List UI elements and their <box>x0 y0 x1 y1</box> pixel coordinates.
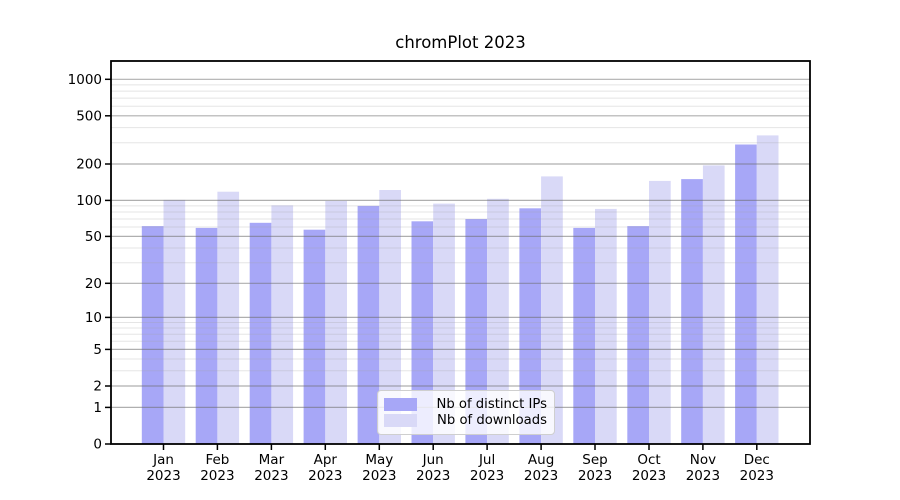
legend: Nb of distinct IPs Nb of downloads <box>377 390 555 435</box>
x-tick-label-month: Jul <box>478 452 495 468</box>
bar <box>325 200 347 444</box>
x-tick-label-year: 2023 <box>308 468 342 484</box>
bar <box>195 227 218 444</box>
x-tick-label-month: Sep <box>582 452 607 468</box>
bar <box>649 180 671 444</box>
plot-border <box>110 60 811 445</box>
x-tick-label-year: 2023 <box>200 468 234 484</box>
chart-title: chromPlot 2023 <box>395 33 526 52</box>
y-tick-label: 500 <box>76 109 102 125</box>
x-tick-label-month: Jun <box>422 452 444 468</box>
y-tick-label: 5 <box>93 342 102 358</box>
y-tick-label: 50 <box>85 229 102 245</box>
x-tick-label-month: Aug <box>528 452 554 468</box>
x-tick-label-year: 2023 <box>740 468 774 484</box>
x-tick-label-year: 2023 <box>362 468 396 484</box>
bar <box>357 205 380 444</box>
bar <box>541 176 563 444</box>
x-tick-label-month: Oct <box>637 452 660 468</box>
x-tick-label-year: 2023 <box>146 468 180 484</box>
x-tick-label-month: Mar <box>259 452 285 468</box>
legend-label: Nb of distinct IPs <box>436 396 547 412</box>
legend-swatch <box>384 414 417 428</box>
bar <box>487 198 509 444</box>
bar <box>163 199 186 444</box>
x-tick-label-month: May <box>365 452 393 468</box>
legend-entry: Nb of downloads <box>384 413 547 428</box>
bar <box>271 205 294 444</box>
x-tick-label-month: Apr <box>314 452 338 468</box>
bar <box>756 135 779 444</box>
y-tick-label: 200 <box>76 157 102 173</box>
x-tick-label-year: 2023 <box>686 468 720 484</box>
x-tick-label-month: Jan <box>152 452 174 468</box>
bar <box>303 229 326 444</box>
bar <box>411 221 434 444</box>
x-tick-label-month: Feb <box>205 452 229 468</box>
x-tick-label-month: Nov <box>690 452 716 468</box>
x-tick-label-year: 2023 <box>416 468 450 484</box>
bar <box>433 203 455 444</box>
bar <box>702 165 725 444</box>
bar <box>519 208 542 444</box>
y-tick-label: 10 <box>85 310 102 326</box>
legend-entry: Nb of distinct IPs <box>384 397 547 412</box>
y-tick-label: 0 <box>93 437 102 453</box>
x-tick-label-year: 2023 <box>254 468 288 484</box>
x-tick-label-month: Dec <box>744 452 770 468</box>
y-tick-label: 20 <box>85 276 102 292</box>
x-tick-label-year: 2023 <box>632 468 666 484</box>
y-tick-label: 1 <box>93 400 102 416</box>
y-tick-label: 100 <box>76 193 102 209</box>
bar <box>595 208 617 444</box>
bar <box>141 226 164 444</box>
bar <box>627 226 649 444</box>
bar <box>573 227 595 444</box>
y-tick-label: 2 <box>93 379 102 395</box>
x-tick-label-year: 2023 <box>470 468 504 484</box>
y-tick-label: 1000 <box>68 72 102 88</box>
legend-label: Nb of downloads <box>437 413 547 429</box>
bar <box>249 222 272 444</box>
bar <box>465 219 488 444</box>
x-tick-label-year: 2023 <box>524 468 558 484</box>
bar <box>681 179 703 444</box>
bar <box>735 144 757 444</box>
legend-swatch <box>384 397 417 411</box>
x-tick-label-year: 2023 <box>578 468 612 484</box>
